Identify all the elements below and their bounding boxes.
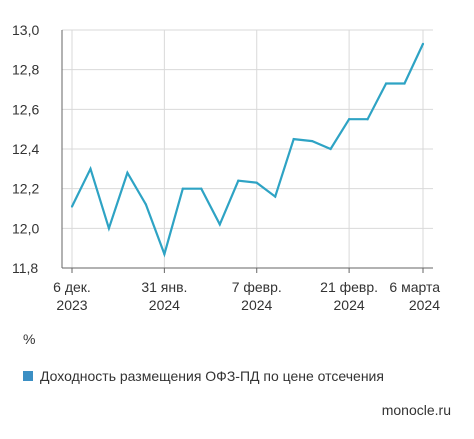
x-tick-label: 6 дек. bbox=[53, 279, 91, 295]
series-line bbox=[71, 43, 424, 258]
line-chart: 11,8 12,0 12,2 12,4 12,6 12,8 13,0 6 дек. 2023 31… bbox=[12, 22, 440, 313]
data-point bbox=[200, 187, 203, 190]
chart-axes bbox=[61, 30, 433, 273]
data-point bbox=[181, 187, 184, 190]
data-point bbox=[89, 167, 92, 170]
data-point bbox=[311, 139, 314, 143]
x-tick-label: 31 янв. bbox=[141, 279, 187, 295]
legend-label: Доходность размещения ОФЗ-ПД по цене отс… bbox=[40, 368, 384, 384]
legend: Доходность размещения ОФЗ-ПД по цене отс… bbox=[23, 368, 384, 384]
y-tick-label: 13,0 bbox=[12, 22, 39, 38]
data-point bbox=[403, 82, 406, 85]
data-point bbox=[366, 118, 369, 121]
x-tick-year: 2024 bbox=[334, 297, 365, 313]
data-point bbox=[126, 171, 129, 174]
chart-labels: 11,8 12,0 12,2 12,4 12,6 12,8 13,0 6 дек. 2023 31… bbox=[12, 22, 440, 313]
data-point bbox=[329, 147, 332, 151]
y-tick-label: 11,8 bbox=[12, 260, 38, 276]
data-point bbox=[237, 179, 240, 182]
y-tick-label: 12,2 bbox=[12, 181, 39, 197]
y-tick-label: 12,6 bbox=[12, 101, 39, 117]
data-point bbox=[70, 205, 74, 208]
x-tick-label: 7 февр. bbox=[232, 279, 282, 295]
x-tick-year: 2024 bbox=[241, 297, 272, 313]
y-tick-label: 12,8 bbox=[12, 62, 39, 78]
data-point bbox=[384, 82, 388, 85]
y-tick-label: 12,0 bbox=[12, 220, 39, 236]
y-tick-label: 12,4 bbox=[12, 141, 39, 157]
unit-label: % bbox=[23, 331, 36, 347]
chart-grid bbox=[62, 29, 433, 268]
chart-series bbox=[70, 42, 425, 258]
legend-swatch bbox=[23, 371, 33, 381]
data-point bbox=[348, 118, 351, 121]
data-point bbox=[292, 137, 295, 141]
data-point bbox=[218, 223, 221, 226]
x-tick-year: 2024 bbox=[149, 297, 180, 313]
data-point bbox=[274, 195, 277, 198]
data-point bbox=[144, 203, 147, 206]
data-point bbox=[163, 253, 166, 256]
data-point bbox=[255, 181, 258, 184]
x-tick-label: 6 марта bbox=[389, 279, 440, 295]
x-tick-year: 2024 bbox=[409, 297, 440, 313]
x-tick-year: 2023 bbox=[56, 297, 87, 313]
data-point bbox=[421, 42, 425, 45]
source-label: monocle.ru bbox=[381, 402, 451, 418]
x-tick-label: 21 февр. bbox=[320, 279, 378, 295]
data-point bbox=[107, 227, 111, 230]
